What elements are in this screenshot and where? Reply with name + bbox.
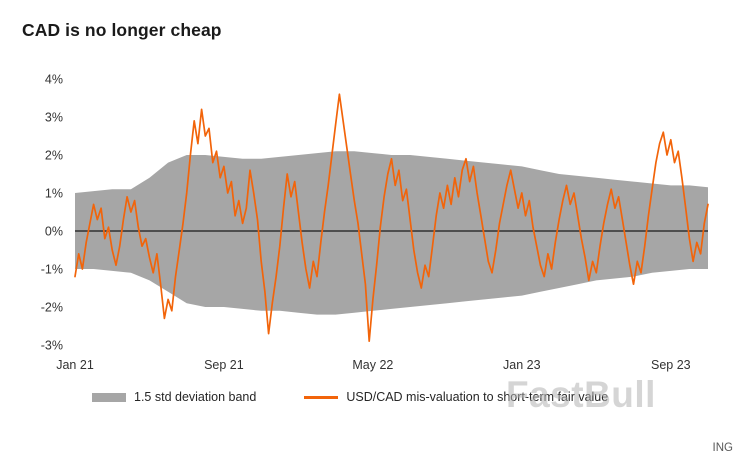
svg-text:-2%: -2% [41,301,63,315]
legend-line-label: USD/CAD mis-valuation to short-term fair… [346,390,609,404]
svg-text:Jan 21: Jan 21 [56,358,94,372]
svg-text:1%: 1% [45,187,63,201]
svg-text:2%: 2% [45,149,63,163]
svg-text:3%: 3% [45,111,63,125]
svg-text:Sep 23: Sep 23 [651,358,691,372]
band-swatch-icon [92,392,126,402]
svg-text:-1%: -1% [41,263,63,277]
legend-band-label: 1.5 std deviation band [134,390,257,404]
legend-item-line: USD/CAD mis-valuation to short-term fair… [304,390,608,404]
line-swatch-icon [304,395,339,399]
legend-item-band: 1.5 std deviation band [92,390,256,404]
svg-text:Jan 23: Jan 23 [503,358,541,372]
chart-title: CAD is no longer cheap [22,20,222,40]
svg-text:-3%: -3% [41,339,63,353]
svg-text:Sep 21: Sep 21 [204,358,244,372]
svg-text:May 22: May 22 [352,358,393,372]
svg-text:0%: 0% [45,225,63,239]
svg-text:4%: 4% [45,73,63,87]
legend: 1.5 std deviation band USD/CAD mis-valua… [92,390,608,404]
line-chart: 4% 3% 2% 1% 0% -1% -2% -3% Jan 21 Sep 21 May 22 Jan… [41,73,709,372]
source-label: ING [712,442,733,454]
